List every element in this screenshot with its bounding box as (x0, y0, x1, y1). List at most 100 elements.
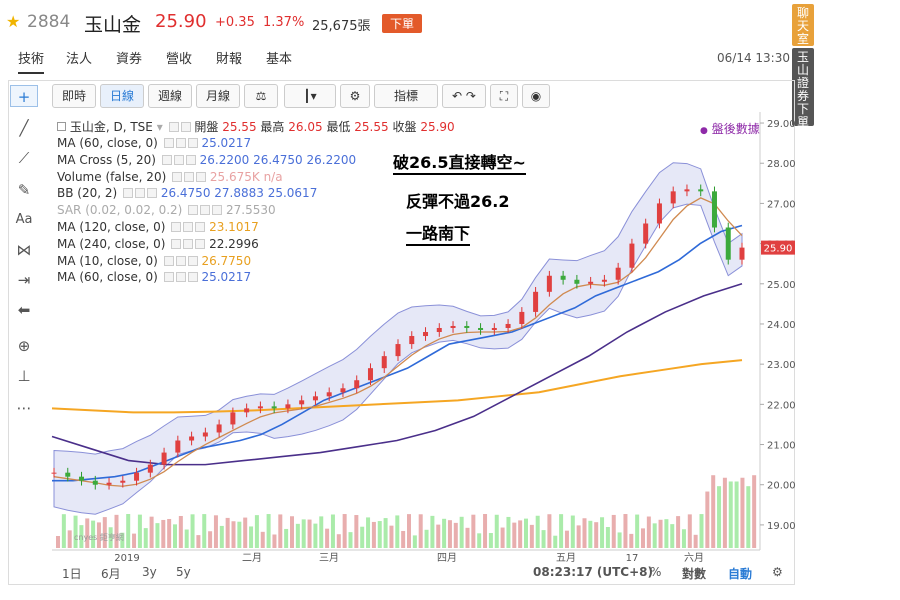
candle-body (670, 191, 676, 204)
volume-bar (447, 520, 452, 548)
undo-redo-icon[interactable]: ↶ ↷ (442, 84, 486, 108)
candle-body (656, 203, 662, 224)
eye-icon[interactable] (171, 238, 182, 249)
after-hours-link[interactable]: ● 盤後數據 (700, 122, 760, 136)
volume-bar (418, 514, 423, 548)
auto-toggle[interactable]: 自動 (728, 567, 753, 581)
fib-icon[interactable]: ⟋ (18, 149, 30, 167)
trendline-icon[interactable]: ╱ (19, 119, 29, 137)
order-button[interactable]: 下單 (382, 14, 423, 33)
gear-icon[interactable] (173, 154, 184, 165)
tab-institutional[interactable]: 法人 (66, 52, 93, 67)
close-icon[interactable] (147, 188, 158, 199)
range-6m[interactable]: 6月 (101, 567, 121, 581)
collapse-icon[interactable] (57, 122, 66, 131)
crosshair-icon[interactable]: + (10, 85, 38, 107)
forecast-icon[interactable]: ⇥ (17, 271, 31, 289)
volume-bar (506, 516, 511, 548)
range-3y[interactable]: 3y (142, 565, 157, 579)
tab-revenue[interactable]: 營收 (166, 52, 193, 67)
close-icon[interactable] (195, 221, 206, 232)
chevron-down-icon[interactable]: ▾ (156, 120, 163, 134)
gear-icon[interactable] (135, 188, 146, 199)
daily-button[interactable]: 日線 (100, 84, 144, 108)
close-icon[interactable] (187, 272, 198, 283)
price-change: +0.35 (215, 15, 255, 30)
gear-icon[interactable] (175, 272, 186, 283)
legend-name: BB (20, 2) (57, 186, 118, 201)
star-icon[interactable]: ★ (6, 12, 21, 31)
pattern-icon[interactable]: ⋈ (16, 241, 32, 259)
candle-body (175, 440, 181, 453)
close-icon[interactable] (187, 255, 198, 266)
gear-icon[interactable] (183, 238, 194, 249)
close-value: 25.90 (420, 120, 455, 134)
tab-margin[interactable]: 資券 (116, 52, 143, 67)
volume-bar (465, 527, 470, 548)
range-1d[interactable]: 1日 (62, 567, 82, 581)
settings-icon[interactable]: ⚙ (340, 84, 370, 108)
fullscreen-icon[interactable]: ⛶ (490, 84, 518, 108)
back-arrow-icon[interactable]: ⬅ (17, 301, 31, 319)
chat-room-button[interactable]: 聊天室 (792, 4, 814, 46)
volume-bar (699, 514, 704, 548)
percent-toggle[interactable]: % (650, 565, 662, 579)
indicator-legend: MA (60, close, 0) 25.0217 MA Cross (5, 20… (57, 135, 356, 286)
candle-body (478, 327, 484, 330)
eye-icon[interactable] (168, 122, 179, 132)
indicators-button[interactable]: 指標 (374, 84, 438, 108)
eye-icon[interactable] (188, 205, 199, 216)
range-5y[interactable]: 5y (176, 565, 191, 579)
zoom-icon[interactable]: ⊕ (17, 337, 31, 355)
brush-icon[interactable]: ✎ (17, 181, 31, 199)
candle-body (450, 325, 456, 328)
eye-icon[interactable] (123, 188, 134, 199)
volume-bar (512, 522, 517, 548)
y-tick-label: 19.00 (767, 521, 796, 532)
compare-icon[interactable]: ⚖ (244, 84, 278, 108)
monthly-button[interactable]: 月線 (196, 84, 240, 108)
candle-body (436, 327, 442, 333)
text-icon[interactable]: Aa (15, 212, 33, 227)
ma10-line (53, 197, 743, 487)
tab-financials[interactable]: 財報 (216, 52, 243, 67)
candle-type-icon[interactable]: ┃▾ (284, 84, 336, 108)
gear-icon[interactable] (180, 122, 191, 132)
eye-icon[interactable] (161, 154, 172, 165)
volume-bar (371, 521, 376, 548)
eye-icon[interactable] (163, 272, 174, 283)
eye-icon[interactable] (172, 171, 183, 182)
log-toggle[interactable]: 對數 (682, 567, 707, 581)
volume-bar (108, 527, 113, 548)
gear-icon[interactable] (184, 171, 195, 182)
close-icon[interactable] (187, 138, 198, 148)
gear-icon[interactable] (183, 221, 194, 232)
x-tick-label: 四月 (437, 552, 457, 564)
eye-icon[interactable] (163, 138, 174, 148)
candle-body (560, 275, 566, 280)
camera-icon[interactable]: ◉ (522, 84, 550, 108)
intraday-button[interactable]: 即時 (52, 84, 96, 108)
volume-bar (120, 532, 125, 548)
close-icon[interactable] (196, 171, 207, 182)
volume-bar (96, 522, 101, 548)
tab-basic[interactable]: 基本 (266, 52, 293, 67)
gear-icon[interactable]: ⚙ (772, 565, 783, 579)
volume-bar (225, 517, 230, 548)
weekly-button[interactable]: 週線 (148, 84, 192, 108)
datetime: 06/14 13:30 (717, 51, 790, 65)
measure-icon[interactable]: ⊥ (17, 367, 31, 385)
close-icon[interactable] (185, 154, 196, 165)
gear-icon[interactable] (175, 138, 186, 148)
gear-icon[interactable] (175, 255, 186, 266)
tab-technical[interactable]: 技術 (18, 48, 45, 74)
eye-icon[interactable] (163, 255, 174, 266)
gear-icon[interactable] (200, 205, 211, 216)
close-icon[interactable] (212, 205, 223, 216)
broker-order-button[interactable]: 玉山證券下單 (792, 48, 814, 129)
close-icon[interactable] (195, 238, 206, 249)
volume-bar (524, 518, 528, 548)
more-icon[interactable]: ⋯ (16, 399, 32, 417)
eye-icon[interactable] (171, 221, 182, 232)
